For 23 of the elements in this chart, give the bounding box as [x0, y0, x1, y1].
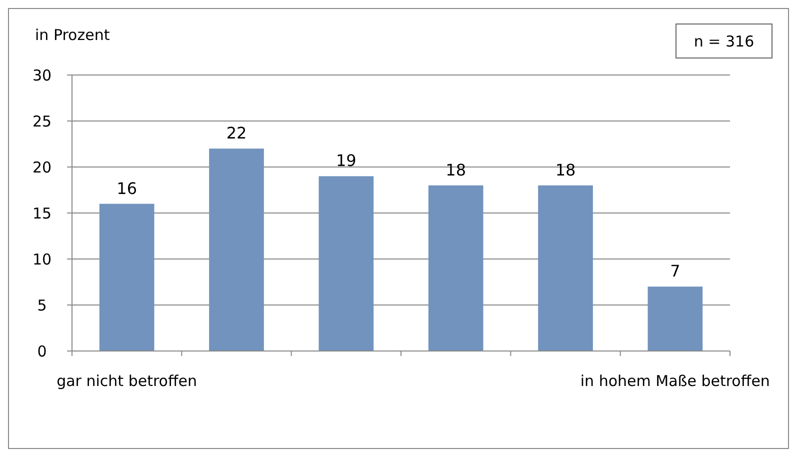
- x-tick-label: gar nicht betroffen: [56, 372, 198, 390]
- y-tick-label: 25: [32, 112, 52, 130]
- text: n = 316: [694, 32, 754, 50]
- bar: [428, 185, 484, 351]
- bar: [538, 185, 593, 351]
- y-tick-label: 20: [32, 158, 52, 176]
- bar: [209, 148, 264, 351]
- y-tick-label: 0: [37, 342, 47, 360]
- y-axis-title: in Prozent: [35, 26, 110, 44]
- data-label: 16: [116, 178, 138, 198]
- bar: [318, 176, 374, 351]
- y-tick-label: 10: [32, 250, 52, 268]
- data-label: 18: [555, 160, 576, 180]
- y-tick-label: 15: [32, 204, 52, 222]
- bar: [648, 286, 703, 351]
- data-label: 7: [670, 262, 680, 281]
- bar: [99, 204, 154, 351]
- data-label: 19: [336, 151, 356, 170]
- data-label: 22: [226, 124, 247, 143]
- y-tick-label: 5: [37, 296, 47, 314]
- data-label: 18: [446, 160, 466, 180]
- y-tick-label: 30: [32, 66, 52, 84]
- x-tick-label: in hohem Maße betroffen: [580, 372, 770, 390]
